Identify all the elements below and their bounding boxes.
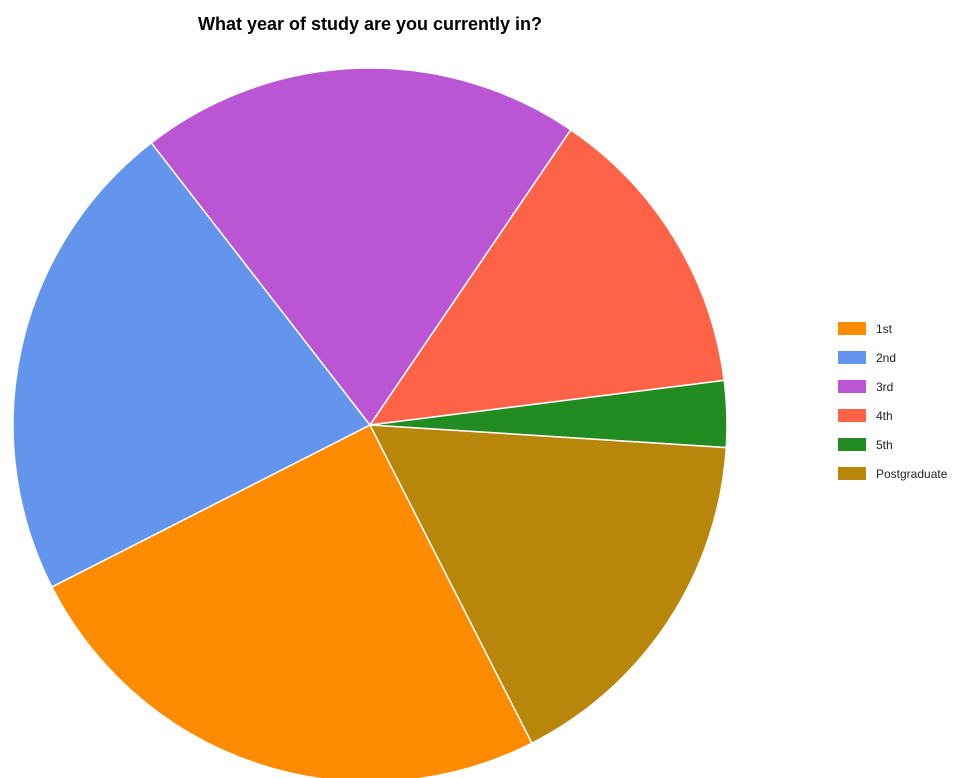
pie-slice-4th[interactable] xyxy=(368,128,726,426)
pie-slice-postgraduate[interactable] xyxy=(368,424,728,745)
legend-item-5th[interactable]: 5th xyxy=(838,430,947,459)
legend: 1st 2nd 3rd 4th 5th Postgraduate xyxy=(838,314,947,488)
legend-swatch xyxy=(838,380,866,393)
legend-item-4th[interactable]: 4th xyxy=(838,401,947,430)
legend-item-1st[interactable]: 1st xyxy=(838,314,947,343)
legend-label: 1st xyxy=(876,321,893,336)
legend-swatch xyxy=(838,409,866,422)
legend-label: 2nd xyxy=(876,350,897,365)
legend-swatch xyxy=(838,438,866,451)
pie-slice-1st[interactable] xyxy=(50,423,533,778)
legend-swatch xyxy=(838,322,866,335)
legend-swatch xyxy=(838,467,866,480)
pie-slice-3rd[interactable] xyxy=(150,67,572,427)
legend-item-3rd[interactable]: 3rd xyxy=(838,372,947,401)
legend-label: 5th xyxy=(876,437,893,452)
legend-swatch xyxy=(838,351,866,364)
legend-label: 3rd xyxy=(876,379,894,394)
legend-label: 4th xyxy=(876,408,893,423)
legend-label: Postgraduate xyxy=(876,466,948,481)
chart-title: What year of study are you currently in? xyxy=(197,14,543,34)
pie-slice-2nd[interactable] xyxy=(12,141,372,588)
legend-item-postgraduate[interactable]: Postgraduate xyxy=(838,459,947,488)
legend-item-2nd[interactable]: 2nd xyxy=(838,343,947,372)
